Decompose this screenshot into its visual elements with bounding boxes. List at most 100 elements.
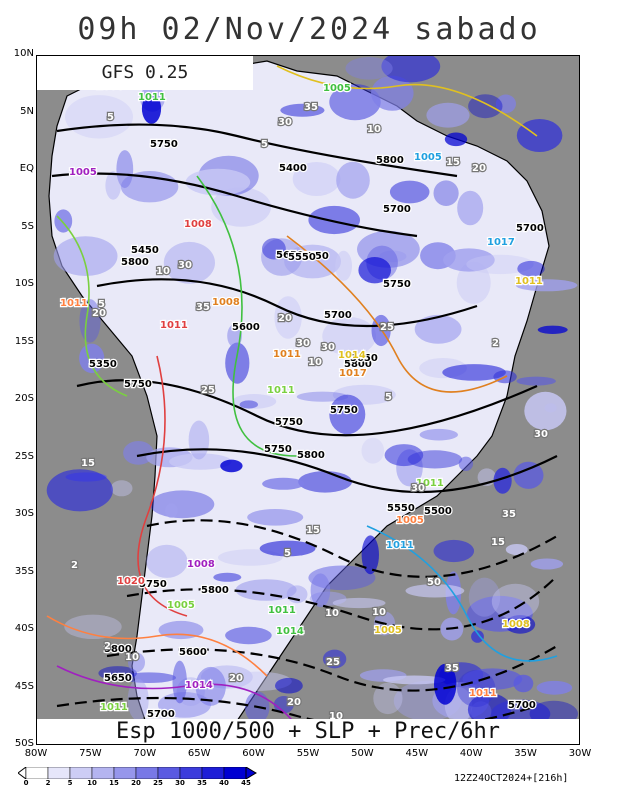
precip-label: 25 <box>326 657 340 668</box>
precip-area <box>165 503 178 518</box>
thickness-line <box>51 172 418 238</box>
precip-area <box>505 615 536 634</box>
precip-area <box>336 161 370 199</box>
precip-area <box>516 119 563 152</box>
thickness-label: 5750 <box>330 405 358 416</box>
precip-area <box>537 325 568 334</box>
precip-area <box>211 187 271 227</box>
slp-label: 1005 <box>396 515 424 526</box>
precip-area <box>310 573 331 608</box>
precip-area <box>46 469 113 512</box>
slp-label: 1014 <box>185 680 213 691</box>
colorbar-level-label: 30 <box>175 779 185 787</box>
precip-label: 20 <box>472 163 486 174</box>
precip-area <box>517 260 545 277</box>
precip-area <box>383 675 446 685</box>
colorbar <box>18 767 257 779</box>
contour-labels: 5800 5800 5750 5800 5800 5800 5800 5750 5700 5750… <box>59 68 549 724</box>
slp-line <box>366 525 558 662</box>
slp-label: 1020 <box>117 576 145 587</box>
colorbar-swatch <box>25 767 49 779</box>
colorbar-swatch <box>157 767 181 779</box>
colorbar-level-label: 0 <box>23 779 29 787</box>
y-tick-label: 35S <box>14 565 34 577</box>
precip-area <box>64 614 122 639</box>
precip-label: 20 <box>278 313 292 324</box>
precip-area <box>329 394 366 435</box>
slp-line <box>137 355 188 617</box>
precip-area <box>225 342 250 384</box>
precip-area <box>169 453 232 470</box>
precip-area <box>227 324 243 348</box>
slp-label: 1008 <box>212 297 240 308</box>
slp-contours <box>46 65 558 727</box>
precip-area <box>332 597 386 609</box>
precip-area <box>361 535 379 575</box>
precip-area <box>225 626 272 645</box>
precip-label: 35 <box>502 509 516 520</box>
thickness-line <box>126 575 558 631</box>
y-tick-label: 40S <box>14 623 34 634</box>
colorbar-level-label: 35 <box>197 779 207 787</box>
colorbar-level-label: 5 <box>67 779 73 787</box>
chart-title: 09h 02/Nov/2024 sabado <box>77 12 541 47</box>
thickness-label: 5600 <box>179 647 207 658</box>
y-tick-label: 30S <box>14 508 34 519</box>
precip-label: 15 <box>81 458 95 469</box>
precip-label: 5 <box>284 548 291 559</box>
slp-label: 1011 <box>416 478 444 489</box>
precip-area <box>470 701 492 722</box>
y-tick-label: 45S <box>14 680 34 692</box>
model-label: GFS 0.25 <box>37 56 253 90</box>
precip-label: 50 <box>427 577 441 588</box>
precip-label: 10 <box>125 652 139 663</box>
slp-label: 1011 <box>60 298 88 309</box>
slp-line <box>286 235 508 393</box>
precip-label: 20 <box>229 673 243 684</box>
precip-area <box>195 666 226 706</box>
thickness-line <box>76 379 538 437</box>
thickness-label: 5600 <box>232 322 260 333</box>
precip-area <box>442 364 506 381</box>
precip-area <box>163 241 215 284</box>
precip-area <box>308 205 361 235</box>
precip-area <box>513 674 534 693</box>
precip-area <box>414 314 462 344</box>
slp-label: 1005 <box>374 625 402 636</box>
map-canvas: 5800 5800 5750 5800 5800 5800 5800 5750 5700 5750… <box>37 56 579 744</box>
precip-label: 15 <box>491 537 505 548</box>
precip-area <box>443 248 495 272</box>
thickness-label: 5750 <box>275 417 303 428</box>
x-tick-label: 80W <box>24 748 48 759</box>
precip-label: 2 <box>71 560 78 571</box>
precip-label: 10 <box>156 266 170 277</box>
thickness-label: 5800 <box>376 155 404 166</box>
precip-area <box>335 250 352 281</box>
slp-label: 1017 <box>339 368 367 379</box>
y-tick-label: EQ <box>19 163 34 174</box>
slp-line <box>196 175 298 457</box>
thickness-label: 5800 <box>104 644 132 655</box>
precip-area <box>284 244 341 279</box>
colorbar-high-arrow <box>245 767 257 779</box>
slp-label: 1011 <box>138 92 166 103</box>
slp-line <box>56 665 298 727</box>
precip-area <box>396 449 423 487</box>
colorbar-level-label: 20 <box>131 779 141 787</box>
slp-label: 1005 <box>167 600 195 611</box>
precip-area <box>232 394 277 409</box>
slp-label: 1008 <box>184 219 212 230</box>
precip-label: 30 <box>321 342 335 353</box>
thickness-label: 5750 <box>383 279 411 290</box>
precip-area <box>224 671 292 691</box>
slp-label: 1005 <box>323 83 351 94</box>
colorbar-swatch <box>179 767 203 779</box>
slp-label: 1011 <box>268 605 296 616</box>
thickness-line <box>146 519 558 578</box>
precip-area <box>536 680 573 695</box>
precip-label: 20 <box>92 308 106 319</box>
thickness-label: 5800 <box>297 450 325 461</box>
x-tick-label: 55W <box>296 748 320 759</box>
precip-area <box>457 190 484 226</box>
precip-area <box>172 660 187 704</box>
